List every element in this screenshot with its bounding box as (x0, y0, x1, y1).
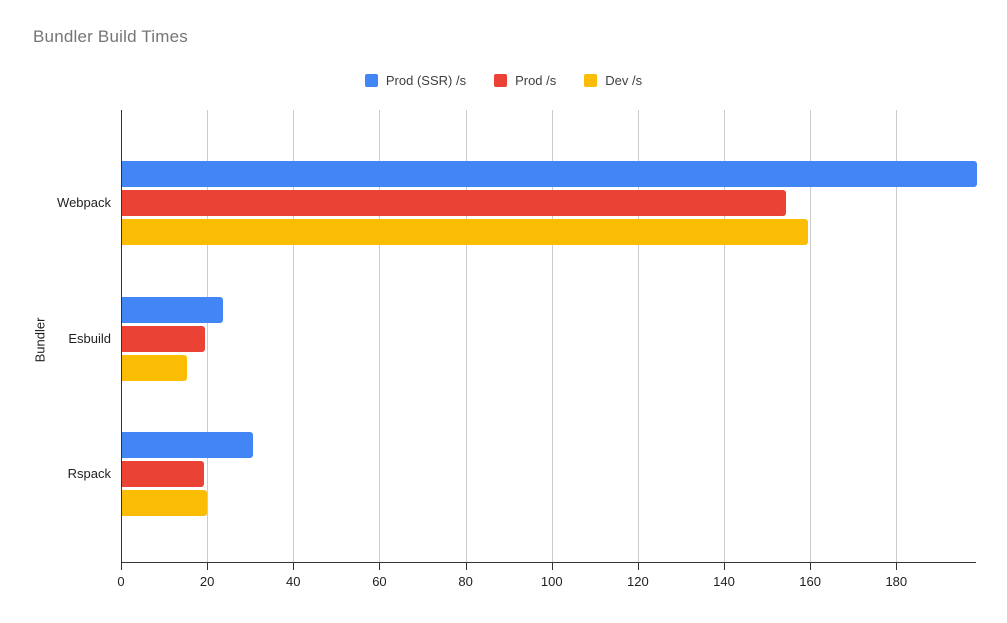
legend: Prod (SSR) /s Prod /s Dev /s (0, 70, 1007, 90)
x-tick-mark (551, 563, 553, 570)
x-tick-labels: 0 20 40 60 80 100 120 140 160 180 (117, 574, 976, 590)
bar-group-rspack (122, 432, 977, 516)
bar-group-esbuild (122, 297, 977, 381)
bar-esbuild-prod-ssr-s (122, 297, 224, 323)
x-tick-label: 80 (458, 574, 473, 589)
x-tick-mark (379, 563, 381, 570)
x-tick-mark (207, 563, 209, 570)
x-tick-label: 140 (713, 574, 735, 589)
category-label: Webpack (57, 195, 111, 210)
x-axis-line (121, 562, 976, 563)
legend-label: Dev /s (605, 72, 643, 88)
legend-swatch-icon (584, 73, 598, 87)
x-baseline (121, 110, 122, 563)
x-tick-label: 180 (885, 574, 908, 589)
gridline (293, 110, 295, 563)
gridline (207, 110, 209, 563)
bar-webpack-dev-s (122, 219, 809, 245)
bar-rspack-prod-s (122, 461, 205, 487)
x-tick-mark (121, 563, 122, 570)
gridline (896, 110, 898, 563)
category-label: Rspack (67, 466, 111, 481)
x-tick-mark (896, 563, 898, 570)
legend-item: Prod /s (480, 73, 570, 88)
x-tick-label: 120 (627, 574, 649, 589)
gridline (810, 110, 812, 563)
bar-rspack-prod-ssr-s (122, 432, 254, 458)
gridline (551, 110, 553, 563)
legend-label: Prod (SSR) /s (385, 72, 467, 88)
x-tick-mark (724, 563, 726, 570)
bar-rspack-dev-s (122, 490, 208, 516)
bar-webpack-prod-s (122, 190, 787, 216)
x-tick-mark (465, 563, 467, 570)
x-tick-label: 20 (199, 574, 215, 589)
category-label: Esbuild (68, 331, 111, 346)
x-tick-mark (637, 563, 639, 570)
chart-title: Bundler Build Times (33, 27, 188, 46)
legend-label: Prod /s (515, 72, 557, 88)
gridline (465, 110, 467, 563)
x-tick-label: 160 (799, 574, 821, 589)
plot-area (121, 110, 977, 563)
gridline (724, 110, 726, 563)
x-tick-label: 60 (372, 574, 387, 589)
gridline (637, 110, 639, 563)
bar-group-webpack (122, 161, 977, 245)
x-tick-label: 100 (540, 574, 563, 589)
x-tick-label: 40 (286, 574, 301, 589)
x-axis-ticks (121, 563, 976, 571)
x-tick-label: 0 (117, 574, 125, 589)
legend-item: Dev /s (570, 73, 656, 88)
bar-esbuild-dev-s (122, 355, 188, 381)
legend-swatch-icon (364, 73, 378, 87)
gridline (379, 110, 381, 563)
x-tick-mark (293, 563, 295, 570)
bar-esbuild-prod-s (122, 326, 206, 352)
x-tick-mark (810, 563, 812, 570)
legend-swatch-icon (494, 73, 508, 87)
legend-item: Prod (SSR) /s (351, 73, 480, 88)
bar-webpack-prod-ssr-s (122, 161, 977, 187)
